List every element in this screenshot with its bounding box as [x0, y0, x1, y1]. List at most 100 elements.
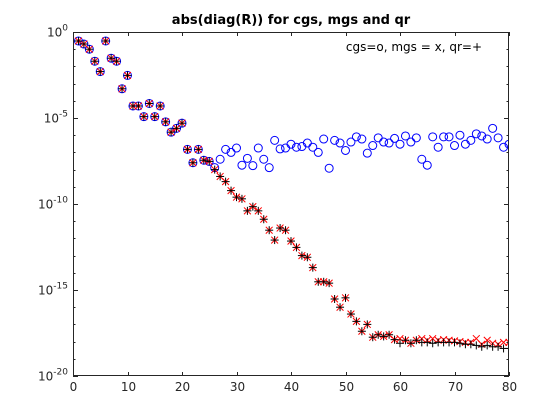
data-point-plus: [330, 294, 339, 303]
data-point-plus: [254, 206, 263, 215]
data-point-plus: [210, 165, 219, 174]
data-point-cross: [428, 334, 437, 343]
data-point-circle: [226, 147, 236, 157]
data-point-plus: [134, 101, 143, 110]
data-point-circle: [395, 139, 405, 149]
y-tick-label: 10-15: [38, 282, 68, 298]
data-point-plus: [346, 310, 355, 319]
data-point-plus: [85, 45, 94, 54]
data-point-circle: [308, 142, 318, 152]
data-point-circle: [417, 154, 427, 164]
data-point-plus: [118, 84, 127, 93]
data-point-plus: [107, 54, 116, 63]
data-point-plus: [505, 344, 509, 353]
data-point-circle: [499, 142, 509, 152]
data-point-circle: [379, 137, 389, 147]
data-point-circle: [335, 138, 345, 148]
x-axis-ticks: 0 10 20 30 40 50 60 70 80: [70, 32, 517, 394]
data-point-plus: [232, 193, 241, 202]
data-point-circle: [455, 130, 465, 140]
data-point-circle: [330, 135, 340, 145]
data-point-circle: [286, 139, 296, 149]
data-markers: [73, 36, 509, 353]
data-point-plus: [341, 293, 350, 302]
data-point-circle: [291, 142, 301, 152]
data-point-circle: [411, 133, 421, 143]
data-point-cross: [505, 338, 509, 347]
y-tick-label: 10-5: [44, 110, 68, 126]
data-point-circle: [450, 141, 459, 151]
data-point-circle: [253, 143, 263, 153]
data-point-plus: [156, 101, 165, 110]
data-point-plus: [428, 339, 437, 348]
data-point-plus: [325, 279, 334, 288]
data-point-plus: [112, 57, 121, 66]
data-point-plus: [287, 237, 295, 246]
x-tick-label: 60: [393, 380, 408, 394]
data-point-circle: [237, 160, 247, 170]
data-point-plus: [455, 339, 464, 348]
data-point-plus: [221, 177, 230, 186]
data-point-circle: [433, 142, 443, 152]
legend-annotation: cgs=o, mgs = x, qr=+: [346, 40, 482, 54]
data-point-plus: [227, 186, 236, 195]
data-point-plus: [205, 157, 214, 166]
data-point-plus: [308, 263, 317, 272]
data-point-plus: [368, 333, 377, 342]
data-point-plus: [406, 339, 415, 348]
data-point-plus: [265, 226, 274, 235]
data-point-plus: [319, 277, 328, 286]
data-point-plus: [401, 336, 410, 345]
data-point-circle: [357, 134, 367, 144]
data-point-circle: [493, 133, 503, 143]
y-axis-ticks: 100 10-5 10-10 10-15 10-20: [38, 24, 509, 384]
y-tick-label: 10-20: [38, 368, 68, 384]
data-point-plus: [276, 224, 285, 233]
data-point-plus: [466, 340, 475, 349]
data-point-circle: [324, 163, 334, 173]
data-point-circle: [400, 131, 410, 141]
data-point-plus: [167, 128, 176, 137]
data-point-circle: [248, 161, 258, 171]
data-point-plus: [423, 338, 432, 347]
data-point-plus: [270, 236, 279, 245]
data-point-circle: [215, 154, 225, 164]
x-tick-label: 0: [70, 380, 78, 394]
y-tick-label: 100: [47, 24, 68, 40]
data-point-plus: [248, 202, 257, 211]
data-point-circle: [341, 145, 350, 155]
data-point-circle: [264, 163, 274, 173]
data-point-plus: [199, 156, 208, 165]
data-point-circle: [368, 141, 378, 151]
x-tick-label: 70: [448, 380, 463, 394]
data-point-plus: [161, 117, 170, 126]
data-point-circle: [351, 132, 361, 142]
data-point-plus: [243, 206, 252, 215]
data-point-plus: [188, 158, 197, 167]
data-point-circle: [390, 133, 400, 143]
data-point-plus: [374, 330, 383, 339]
data-point-circle: [422, 160, 432, 170]
data-point-plus: [385, 330, 394, 339]
data-point-circle: [428, 132, 438, 142]
data-point-circle: [313, 147, 323, 157]
data-point-plus: [390, 335, 399, 344]
data-point-cross: [499, 338, 508, 347]
data-point-plus: [483, 341, 492, 350]
series-2: [74, 36, 509, 353]
data-point-plus: [90, 57, 99, 66]
data-point-circle: [466, 135, 476, 145]
data-point-plus: [396, 339, 404, 348]
data-point-plus: [297, 251, 306, 260]
data-point-plus: [139, 112, 148, 121]
data-point-plus: [150, 112, 159, 121]
data-point-plus: [352, 317, 361, 326]
data-point-plus: [412, 336, 421, 345]
data-point-plus: [259, 215, 268, 224]
data-point-plus: [357, 327, 366, 336]
data-point-plus: [494, 342, 503, 351]
x-tick-label: 20: [175, 380, 190, 394]
data-point-circle: [504, 139, 509, 149]
